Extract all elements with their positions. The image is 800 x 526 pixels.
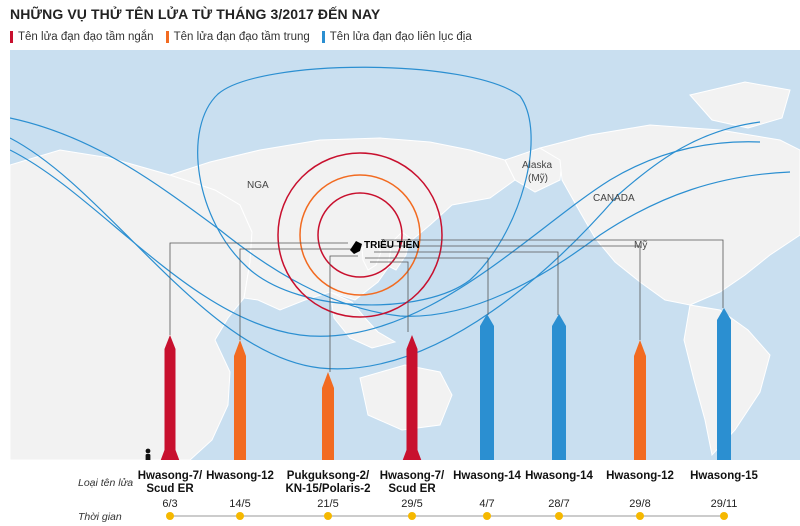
missile-fins: [402, 450, 422, 460]
legend-swatch-blue: [321, 31, 325, 43]
human-silhouette-icon: [145, 448, 151, 460]
land-greenland: [689, 81, 791, 129]
timeline-dot: [483, 512, 491, 520]
land-europe-africa: [10, 149, 253, 460]
short-medium-range-rings: [277, 152, 443, 318]
legend-label: Tên lửa đạn đạo tầm ngắn: [18, 31, 154, 43]
icbm-range-arcs: [10, 66, 791, 370]
timeline-dot: [636, 512, 644, 520]
timeline-dot: [236, 512, 244, 520]
missile-fins: [160, 450, 180, 460]
connector-line: [374, 251, 559, 315]
missile-name: Hwasong-14: [525, 470, 593, 482]
legend-item-medium-range: Tên lửa đạn đạo tầm trung: [165, 31, 310, 43]
missile-name: Pukguksong-2/KN-15/Polaris-2: [285, 470, 371, 495]
range-ring-red-outer: [277, 152, 443, 318]
launch-date: 29/8: [629, 498, 651, 510]
page-title: NHỮNG VỤ THỬ TÊN LỬA TỪ THÁNG 3/2017 ĐẾN…: [10, 6, 381, 22]
label-alaska: Alaska: [522, 160, 552, 171]
timeline: [166, 512, 728, 520]
missile-medium-icon: [322, 372, 334, 460]
missile-medium-icon: [234, 340, 246, 460]
missile-name: Hwasong-12: [206, 470, 274, 482]
launch-date: 28/7: [548, 498, 570, 510]
connector-line: [365, 257, 489, 315]
missile-name: Hwasong-14: [453, 470, 521, 482]
north-korea-marker: TRIỀU TIÊN: [350, 238, 420, 254]
range-arc-hwasong-14-inner: [10, 117, 791, 317]
missile-icbm-icon: [480, 314, 494, 460]
missile-icbm-icon: [552, 314, 566, 460]
legend-swatch-orange: [165, 31, 169, 43]
range-ring-hwasong-15: [197, 66, 532, 306]
launch-date: 14/5: [229, 498, 251, 510]
label-north-korea: TRIỀU TIÊN: [364, 238, 420, 251]
legend: Tên lửa đạn đạo tầm ngắn Tên lửa đạn đạo…: [10, 31, 472, 43]
land-korea: [361, 242, 382, 271]
missile-name: Hwasong-12: [606, 470, 674, 482]
legend-label: Tên lửa đạn đạo tầm trung: [173, 31, 310, 43]
timeline-dot: [166, 512, 174, 520]
label-canada: CANADA: [593, 193, 635, 204]
launch-date: 29/11: [710, 498, 738, 510]
launch-date: 6/3: [162, 498, 178, 510]
launch-date: 21/5: [317, 498, 339, 510]
row-label-time: Thời gian: [78, 511, 122, 523]
missile-name: Hwasong-7/Scud ER: [137, 470, 203, 495]
legend-swatch-red: [10, 31, 13, 43]
range-ring-orange: [299, 174, 421, 296]
connector-line: [382, 239, 724, 308]
range-ring-red-inner: [317, 192, 403, 278]
launch-date: 4/7: [479, 498, 495, 510]
missiles: [160, 308, 731, 460]
missile-name: Hwasong-7/Scud ER: [379, 470, 445, 495]
land-north-america: [538, 124, 800, 306]
connector-lines: [169, 239, 724, 372]
timeline-dot: [720, 512, 728, 520]
missile-short-icon: [406, 335, 418, 460]
label-alaska-us: (Mỹ): [528, 173, 548, 184]
missile-name: Hwasong-15: [690, 470, 758, 482]
range-arc-hwasong-14-mid: [10, 141, 761, 337]
connector-line: [239, 248, 352, 340]
label-usa: Mỹ: [634, 240, 647, 251]
row-label-missile-type: Loại tên lửa: [78, 477, 134, 489]
missile-short-icon: [164, 335, 176, 460]
connector-line: [169, 242, 348, 335]
legend-item-short-range: Tên lửa đạn đạo tầm ngắn: [10, 31, 154, 43]
timeline-dot: [324, 512, 332, 520]
timeline-dots: [166, 512, 728, 520]
timeline-dot: [408, 512, 416, 520]
launch-date: 29/5: [401, 498, 423, 510]
north-korea-shape-icon: [350, 241, 362, 254]
connector-line: [370, 261, 409, 332]
label-russia: NGA: [247, 180, 269, 191]
world-map: TRIỀU TIÊN NGA Alaska (Mỹ) CANADA Mỹ: [10, 50, 800, 460]
timeline-dot: [555, 512, 563, 520]
legend-label: Tên lửa đạn đạo liên lục địa: [329, 31, 472, 43]
missile-medium-icon: [634, 340, 646, 460]
connector-line: [329, 255, 358, 372]
connector-line: [378, 245, 641, 340]
missile-icbm-icon: [717, 308, 731, 460]
landmasses: [10, 81, 800, 460]
legend-item-icbm: Tên lửa đạn đạo liên lục địa: [321, 31, 472, 43]
